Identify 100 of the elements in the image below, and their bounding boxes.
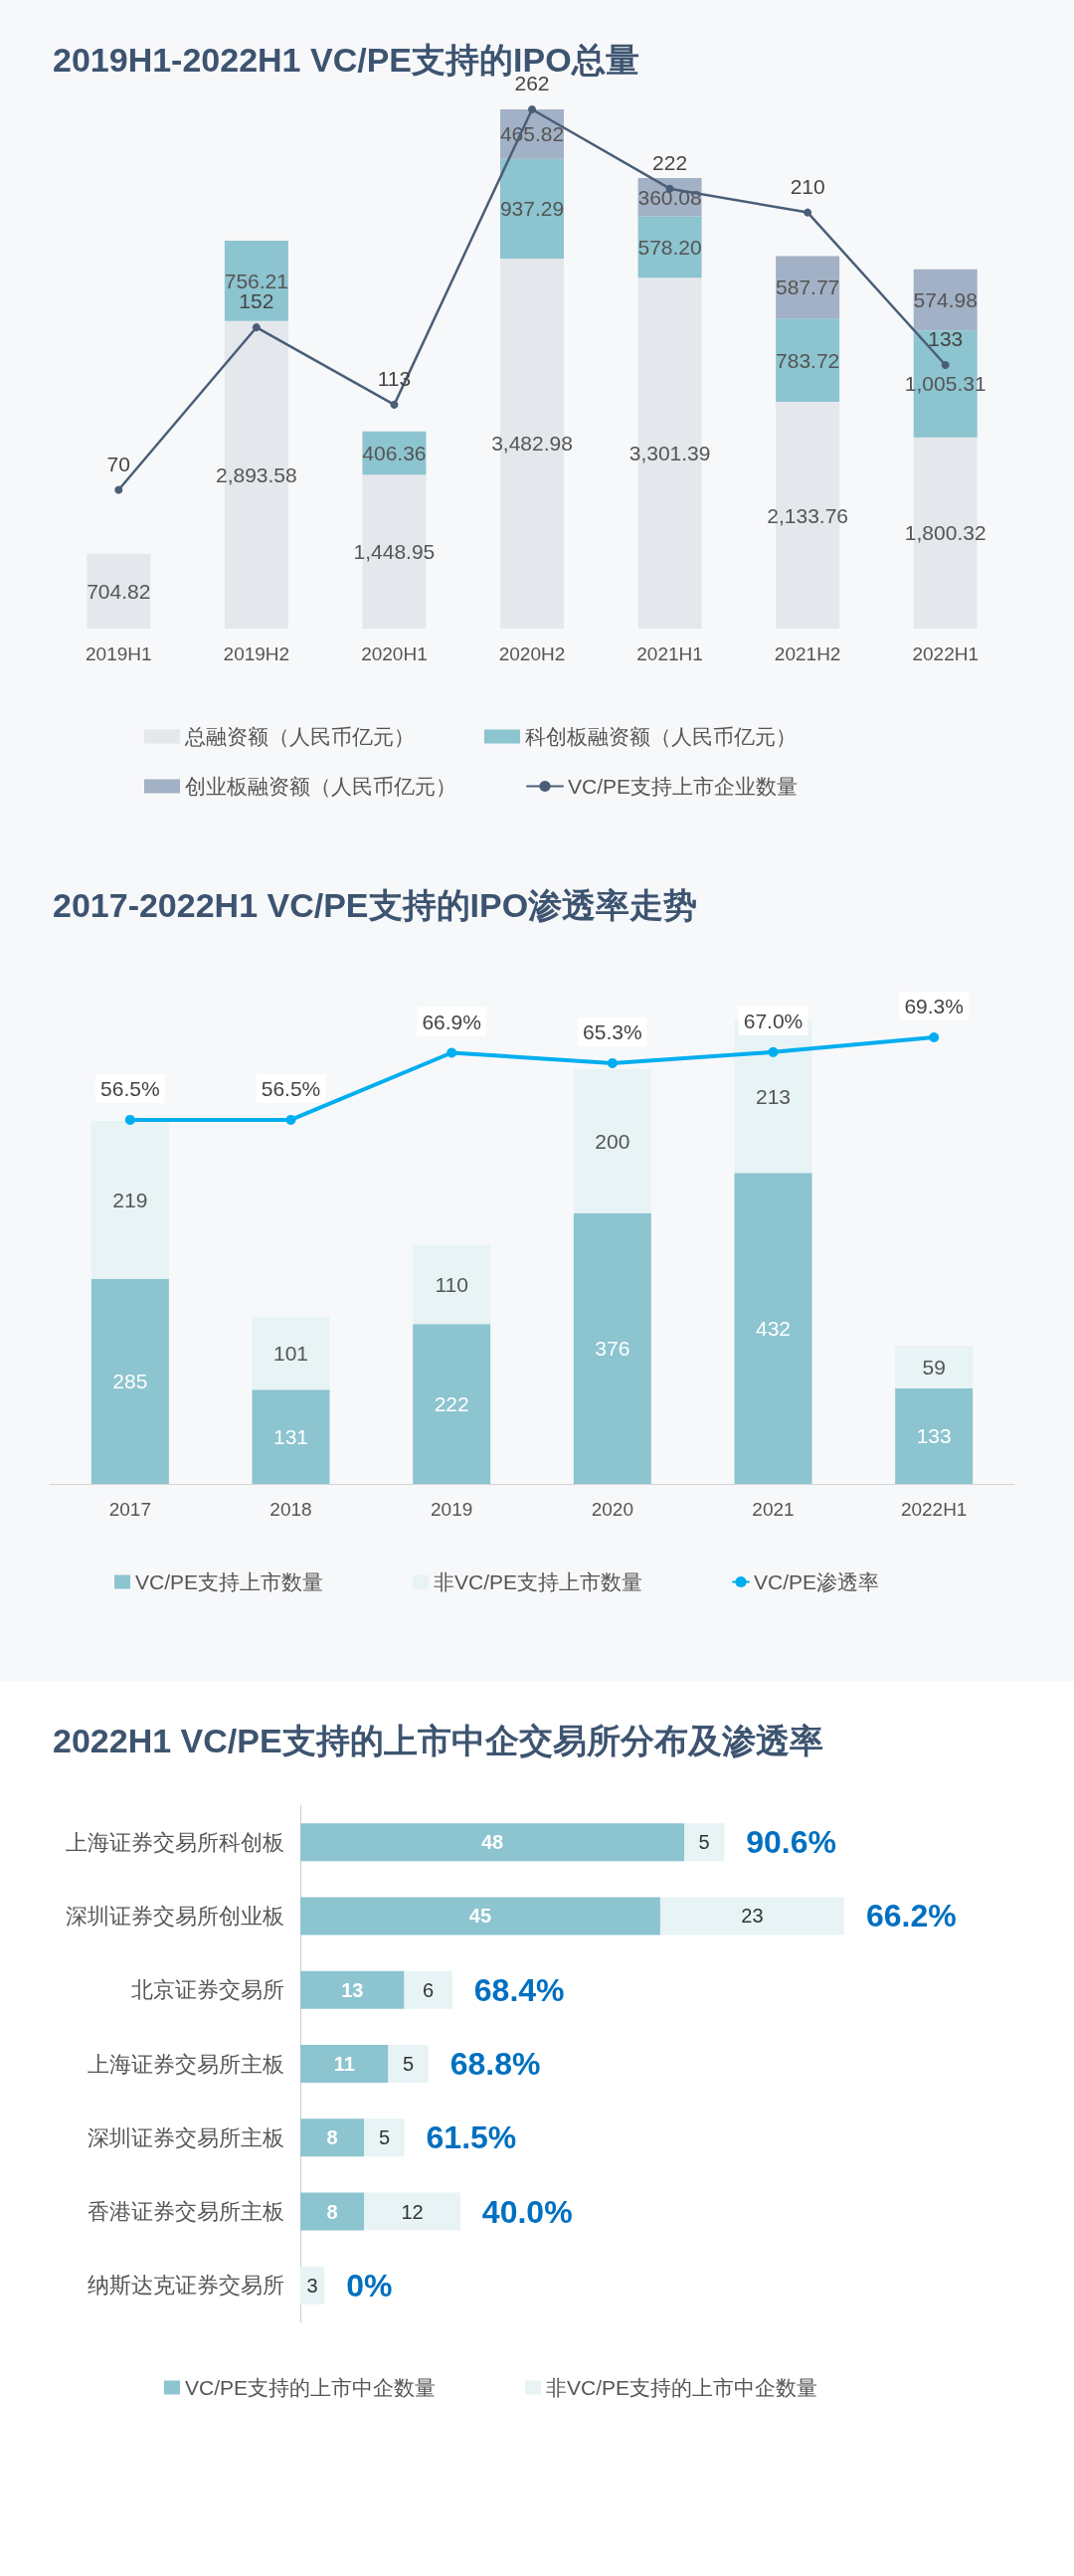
- bar: [573, 1068, 651, 1213]
- x-tick-label: 2020H2: [498, 644, 566, 664]
- data-label: 360.08: [637, 185, 702, 209]
- data-label: 67.0%: [743, 1009, 804, 1032]
- bar: [252, 1389, 330, 1484]
- data-label: 5: [698, 1831, 710, 1854]
- data-label: 222: [652, 150, 688, 174]
- point: [768, 1046, 779, 1057]
- data-label: 101: [272, 1342, 309, 1366]
- data-label: 5: [378, 2126, 391, 2149]
- data-label: 213: [755, 1084, 792, 1108]
- bar: [90, 1121, 169, 1279]
- legend-label: 科创板融资额（人民币亿元）: [525, 725, 797, 748]
- x-tick-label: 2021H1: [636, 644, 703, 664]
- bar: [500, 158, 564, 259]
- legend-label: VC/PE支持上市企业数量: [568, 775, 799, 798]
- bar: [90, 1278, 169, 1484]
- data-label: 45: [468, 1905, 492, 1928]
- data-label: 756.21: [224, 269, 288, 292]
- point: [124, 1114, 135, 1125]
- annotation: 68.8%: [449, 2046, 541, 2082]
- data-label: 704.82: [87, 579, 151, 603]
- data-label: 23: [741, 1905, 764, 1928]
- data-label: 56.5%: [261, 1076, 321, 1100]
- bar: [895, 1345, 974, 1388]
- legend-label: 总融资额（人民币亿元）: [184, 725, 415, 748]
- data-label: 59: [922, 1355, 946, 1379]
- point: [528, 105, 536, 113]
- x-tick-label: 2020H1: [361, 644, 428, 664]
- bar: [573, 1212, 651, 1484]
- bar: [300, 2045, 389, 2083]
- point: [447, 1047, 457, 1058]
- point: [929, 1031, 940, 1042]
- x-tick-label: 2019: [431, 1499, 473, 1520]
- point: [390, 400, 399, 409]
- data-label: 587.77: [776, 276, 840, 299]
- bar: [684, 1823, 725, 1862]
- data-label: 65.3%: [583, 1019, 642, 1043]
- y-tick-label: 上海证券交易所主板: [88, 2051, 284, 2077]
- bar: [734, 1173, 812, 1484]
- data-label: 3,482.98: [491, 432, 573, 456]
- data-label: 2,133.76: [767, 503, 849, 527]
- data-label: 56.5%: [100, 1076, 160, 1100]
- data-label: 376: [595, 1337, 630, 1361]
- data-label: 131: [272, 1425, 309, 1449]
- point: [285, 1114, 296, 1125]
- x-tick-label: 2022H1: [900, 1499, 968, 1520]
- data-label: 152: [239, 289, 274, 313]
- data-label: 222: [434, 1392, 469, 1416]
- bar: [776, 318, 840, 403]
- data-label: 133: [916, 1424, 952, 1448]
- x-tick-label: 2019H1: [86, 644, 152, 664]
- chart-title: 2022H1 VC/PE支持的上市中企交易所分布及渗透率: [53, 1722, 823, 1759]
- data-label: 210: [790, 174, 825, 198]
- bar: [364, 2192, 460, 2231]
- data-label: 5: [403, 2053, 415, 2075]
- bar: [300, 1823, 685, 1862]
- data-label: 66.9%: [422, 1010, 481, 1033]
- point: [941, 361, 950, 370]
- annotation: 0%: [346, 2267, 393, 2303]
- chart-title: 2017-2022H1 VC/PE支持的IPO渗透率走势: [53, 886, 698, 924]
- legend-label: VC/PE支持上市数量: [135, 1570, 324, 1593]
- legend-label: 非VC/PE支持的上市中企数量: [546, 2376, 818, 2399]
- bar: [659, 1897, 844, 1935]
- bar: [252, 1317, 330, 1390]
- point: [252, 323, 261, 332]
- data-label: 69.3%: [904, 994, 964, 1017]
- data-label: 574.98: [913, 288, 978, 312]
- point: [607, 1057, 618, 1068]
- y-tick-label: 上海证券交易所科创板: [66, 1829, 284, 1855]
- annotation: 61.5%: [426, 2119, 517, 2156]
- annotation: 40.0%: [481, 2193, 573, 2230]
- point: [114, 485, 123, 494]
- y-tick-label: 深圳证券交易所主板: [88, 2124, 284, 2150]
- y-tick-label: 深圳证券交易所创业板: [66, 1903, 284, 1929]
- y-tick-label: 香港证券交易所主板: [88, 2199, 284, 2225]
- bar: [404, 1970, 452, 2009]
- data-label: 11: [333, 2053, 355, 2075]
- data-label: 432: [755, 1317, 792, 1341]
- data-label: 12: [401, 2200, 424, 2223]
- data-label: 48: [480, 1831, 504, 1854]
- data-label: 110: [435, 1272, 468, 1296]
- annotation: 66.2%: [865, 1898, 957, 1934]
- x-tick-label: 2018: [269, 1499, 312, 1520]
- data-label: 200: [595, 1129, 630, 1153]
- data-label: 133: [928, 327, 964, 351]
- x-tick-label: 2021H2: [774, 644, 841, 664]
- data-label: 578.20: [637, 235, 702, 259]
- bar: [300, 2266, 325, 2304]
- legend-label: VC/PE支持的上市中企数量: [185, 2376, 437, 2399]
- point: [804, 208, 812, 217]
- y-tick-label: 北京证券交易所: [131, 1977, 284, 2003]
- x-tick-label: 2022H1: [912, 644, 979, 664]
- bar: [364, 2118, 405, 2157]
- x-tick-label: 2017: [108, 1499, 151, 1520]
- bar: [413, 1324, 491, 1484]
- data-label: 8: [326, 2126, 338, 2149]
- bar: [300, 1970, 405, 2009]
- bar: [300, 2192, 365, 2231]
- data-label: 262: [514, 72, 550, 94]
